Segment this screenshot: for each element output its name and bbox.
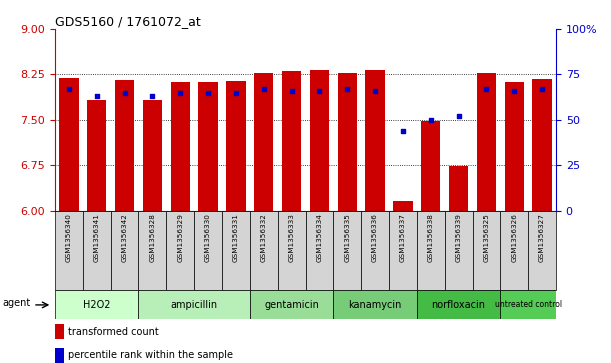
Text: GSM1356339: GSM1356339 <box>456 213 461 262</box>
Point <box>203 90 213 95</box>
Bar <box>194 211 222 290</box>
Text: GSM1356338: GSM1356338 <box>428 213 434 262</box>
Point <box>510 88 519 94</box>
Bar <box>83 211 111 290</box>
Bar <box>55 290 139 319</box>
Bar <box>472 211 500 290</box>
Bar <box>222 211 250 290</box>
Point <box>231 90 241 95</box>
Bar <box>250 290 334 319</box>
Point <box>481 86 491 92</box>
Bar <box>254 73 274 211</box>
Bar <box>166 211 194 290</box>
Point <box>259 86 269 92</box>
Point <box>147 93 157 99</box>
Bar <box>532 79 552 211</box>
Point <box>370 88 380 94</box>
Bar <box>115 81 134 211</box>
Point <box>287 88 296 94</box>
Text: GSM1356328: GSM1356328 <box>150 213 155 262</box>
Text: GDS5160 / 1761072_at: GDS5160 / 1761072_at <box>55 15 201 28</box>
Text: GSM1356331: GSM1356331 <box>233 213 239 262</box>
Bar <box>361 211 389 290</box>
Text: GSM1356335: GSM1356335 <box>344 213 350 262</box>
Text: gentamicin: gentamicin <box>264 300 319 310</box>
Text: GSM1356327: GSM1356327 <box>539 213 545 262</box>
Point <box>175 90 185 95</box>
Bar <box>393 201 412 211</box>
Text: agent: agent <box>2 298 31 309</box>
Bar <box>199 82 218 211</box>
Text: norfloxacin: norfloxacin <box>431 300 486 310</box>
Text: GSM1356337: GSM1356337 <box>400 213 406 262</box>
Text: GSM1356342: GSM1356342 <box>122 213 128 262</box>
Point <box>120 90 130 95</box>
Bar <box>250 211 277 290</box>
Bar <box>87 101 106 211</box>
Bar <box>55 211 83 290</box>
Bar <box>389 211 417 290</box>
Text: GSM1356341: GSM1356341 <box>93 213 100 262</box>
Bar <box>59 78 79 211</box>
Bar <box>139 290 250 319</box>
Bar <box>421 121 441 211</box>
Text: GSM1356326: GSM1356326 <box>511 213 518 262</box>
Bar <box>139 211 166 290</box>
Bar <box>55 324 64 339</box>
Text: transformed count: transformed count <box>68 327 158 337</box>
Text: kanamycin: kanamycin <box>348 300 402 310</box>
Bar <box>365 70 385 211</box>
Bar <box>417 290 500 319</box>
Bar <box>334 290 417 319</box>
Bar <box>445 211 472 290</box>
Text: GSM1356333: GSM1356333 <box>288 213 295 262</box>
Bar <box>334 211 361 290</box>
Text: ampicillin: ampicillin <box>170 300 218 310</box>
Text: GSM1356336: GSM1356336 <box>372 213 378 262</box>
Point <box>398 128 408 134</box>
Bar <box>282 72 301 211</box>
Point <box>92 93 101 99</box>
Point <box>454 113 464 119</box>
Text: GSM1356330: GSM1356330 <box>205 213 211 262</box>
Bar <box>500 211 528 290</box>
Bar <box>226 81 246 211</box>
Point <box>64 86 74 92</box>
Point <box>342 86 352 92</box>
Bar <box>170 82 190 211</box>
Text: GSM1356340: GSM1356340 <box>66 213 72 262</box>
Point <box>426 117 436 123</box>
Bar <box>528 211 556 290</box>
Bar <box>500 290 556 319</box>
Bar <box>417 211 445 290</box>
Bar <box>306 211 334 290</box>
Text: percentile rank within the sample: percentile rank within the sample <box>68 350 233 360</box>
Bar <box>55 348 64 363</box>
Point <box>315 88 324 94</box>
Bar <box>477 73 496 211</box>
Text: GSM1356325: GSM1356325 <box>483 213 489 262</box>
Bar <box>337 73 357 211</box>
Bar <box>505 82 524 211</box>
Text: H2O2: H2O2 <box>83 300 111 310</box>
Text: GSM1356329: GSM1356329 <box>177 213 183 262</box>
Bar <box>111 211 139 290</box>
Text: GSM1356334: GSM1356334 <box>316 213 323 262</box>
Bar <box>310 70 329 211</box>
Bar <box>143 101 162 211</box>
Bar <box>277 211 306 290</box>
Point <box>537 86 547 92</box>
Text: GSM1356332: GSM1356332 <box>261 213 267 262</box>
Bar <box>449 166 468 211</box>
Text: untreated control: untreated control <box>495 301 562 309</box>
